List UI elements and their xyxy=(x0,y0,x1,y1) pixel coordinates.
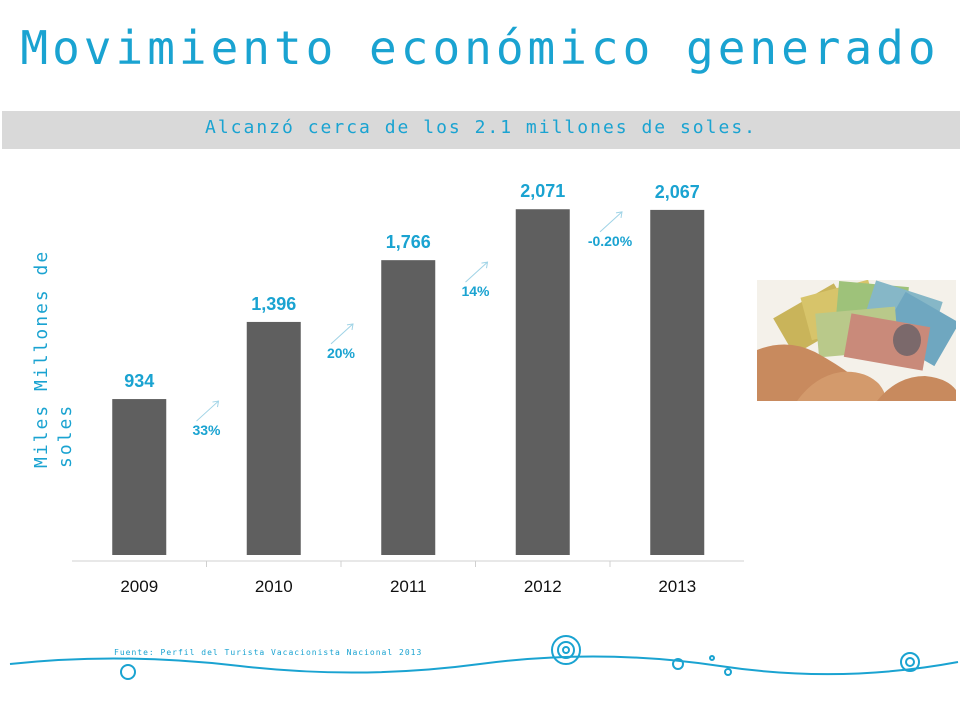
data-label-2013: 2,067 xyxy=(655,182,700,202)
bar-2013 xyxy=(650,209,705,555)
bar-2010 xyxy=(246,321,301,555)
data-labels-group: 934 2009 1,396 2010 1,766 2011 2,071 2012 2,067 2… xyxy=(120,181,699,596)
growth-label-3: 14% xyxy=(461,283,490,299)
growth-arrow-head xyxy=(346,323,354,331)
growth-arrow-head xyxy=(481,261,489,269)
growth-arrow xyxy=(330,323,354,345)
x-tick-label-2013: 2013 xyxy=(658,577,696,596)
subtitle-band: Alcanzó cerca de los 2.1 millones de sol… xyxy=(2,111,960,149)
slide-subtitle: Alcanzó cerca de los 2.1 millones de sol… xyxy=(205,117,757,138)
growth-label-1: 33% xyxy=(192,422,221,438)
data-label-2011: 1,766 xyxy=(386,232,431,252)
bar-2011 xyxy=(381,260,436,555)
x-tick-label-2011: 2011 xyxy=(390,577,427,596)
growth-arrow xyxy=(465,261,488,283)
decorative-swirls xyxy=(9,635,959,680)
growth-arrow-head xyxy=(212,400,220,408)
data-label-2009: 934 xyxy=(124,371,154,391)
source-note: Fuente: Perfil del Turista Vacacionista … xyxy=(114,648,423,657)
growth-label-4: -0.20% xyxy=(588,233,633,249)
growth-arrow-head xyxy=(615,211,623,218)
growth-label-2: 20% xyxy=(327,345,356,361)
growth-arrow xyxy=(599,211,623,233)
x-tick-label-2010: 2010 xyxy=(255,577,293,596)
hands-illustration xyxy=(757,344,956,401)
x-tick-label-2012: 2012 xyxy=(524,577,562,596)
bar-2009 xyxy=(112,399,167,555)
growth-labels-group: 33% 20% 14% -0.20% xyxy=(192,211,633,438)
x-tick-marks xyxy=(206,561,611,567)
slide-title: Movimiento económico generado xyxy=(20,21,940,75)
growth-arrow xyxy=(196,400,219,422)
bar-2012 xyxy=(515,209,570,556)
data-label-2010: 1,396 xyxy=(251,294,296,314)
x-tick-label-2009: 2009 xyxy=(120,577,158,596)
data-label-2012: 2,071 xyxy=(520,181,565,201)
bars-group xyxy=(112,209,705,556)
money-photo xyxy=(757,280,956,401)
banknotes-illustration xyxy=(773,280,956,371)
